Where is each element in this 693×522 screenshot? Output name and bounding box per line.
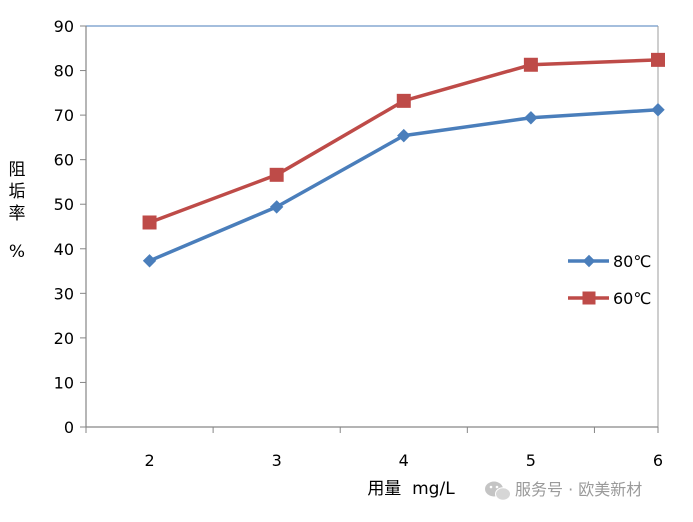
y-axis-label-char: 垢 [9,182,26,202]
y-tick-label: 60 [54,151,74,170]
y-axis-label-char: 阻 [9,160,26,180]
x-tick-label: 3 [272,451,282,470]
wechat-icon [485,481,511,501]
axes-layer: 0 10 20 30 40 50 60 70 80 90 2 3 4 5 6 [54,17,663,470]
data-point-marker [396,93,411,108]
y-tick-label: 0 [64,418,74,437]
y-axis-label-char: 率 [9,204,26,224]
data-point-marker [269,200,284,214]
data-point-marker [651,52,665,67]
legend-label: 60℃ [613,289,651,308]
y-tick-label: 50 [54,195,74,214]
y-tick-label: 20 [54,329,74,348]
wechat-bubble-small [495,487,511,501]
legend-label: 80℃ [613,252,651,271]
x-tick-label: 2 [144,451,154,470]
x-tick-label: 4 [399,451,409,470]
wechat-eye [489,485,493,489]
y-axis-label-char: % [9,242,25,262]
data-point-marker [582,291,596,305]
legend-item: 80℃ [568,252,651,271]
data-point-marker [142,254,157,268]
y-tick-label: 80 [54,62,74,81]
legend: 80℃ 60℃ [568,252,651,308]
legend-item: 60℃ [568,289,651,308]
series-2 [142,52,665,230]
data-point-marker [397,128,411,143]
y-tick-label: 10 [54,373,74,392]
data-point-marker [582,254,596,268]
data-point-marker [269,167,284,182]
y-tick-label: 90 [54,17,74,36]
series-1 [142,103,665,268]
series-layer [142,52,665,268]
wechat-eye [495,485,499,489]
x-axis-label: 用量 mg/L [367,479,455,499]
watermark-text: 服务号 · 欧美新材 [515,480,642,499]
y-tick-label: 40 [54,240,74,259]
y-tick-label: 70 [54,106,74,125]
x-tick-label: 5 [526,451,536,470]
y-tick-label: 30 [54,284,74,303]
data-point-marker [524,111,538,125]
data-point-marker [651,103,665,117]
y-axis-label: 阻垢率% [9,160,26,262]
data-point-marker [523,57,538,72]
data-point-marker [142,215,157,230]
x-tick-label: 6 [653,451,663,470]
watermark: 服务号 · 欧美新材 [485,480,642,501]
